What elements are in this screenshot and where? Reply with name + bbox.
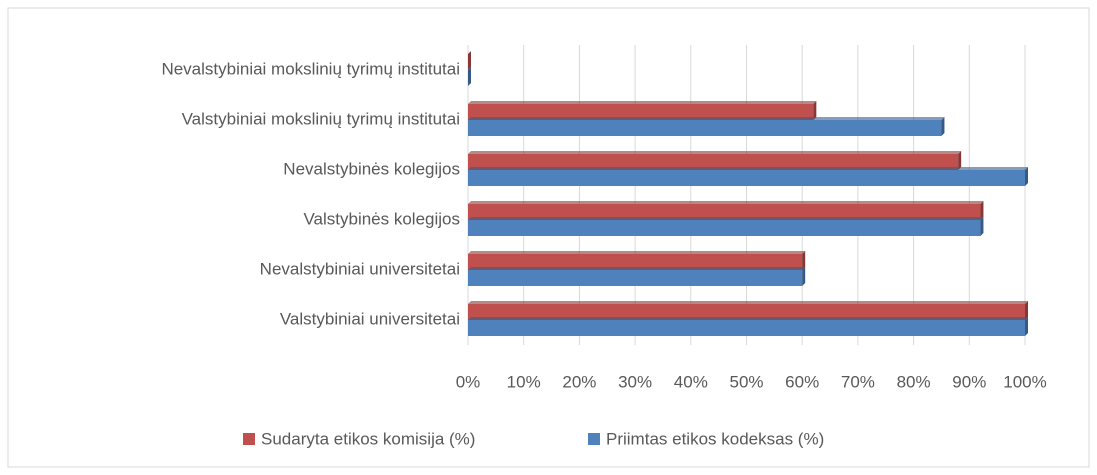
bar-side xyxy=(802,251,806,270)
bar xyxy=(468,204,981,220)
bar-side xyxy=(1025,301,1028,320)
y-tick-label: Valstybiniai universitetai xyxy=(280,309,460,328)
bar-side xyxy=(958,151,962,170)
bar-side xyxy=(468,51,471,70)
legend-swatch xyxy=(243,433,255,445)
bar-side xyxy=(802,267,806,286)
bar xyxy=(468,154,959,170)
bar-top xyxy=(468,101,817,104)
bar-side xyxy=(1025,317,1028,336)
bar xyxy=(468,170,1025,186)
bar-top xyxy=(468,151,962,154)
y-tick-label: Valstybinės kolegijos xyxy=(303,209,460,228)
chart-frame xyxy=(7,7,1090,468)
bar xyxy=(468,220,981,236)
x-tick-label: 0% xyxy=(456,372,481,391)
y-tick-label: Valstybiniai mokslinių tyrimų institutai xyxy=(182,109,460,128)
bar-top xyxy=(468,251,806,254)
bar xyxy=(468,270,803,286)
bar-top xyxy=(468,267,806,270)
bar-side xyxy=(980,217,984,236)
bar xyxy=(468,120,942,136)
bar-top xyxy=(468,317,1028,320)
y-tick-label: Nevalstybinės kolegijos xyxy=(283,159,460,178)
bar-side xyxy=(468,67,471,86)
bar-top xyxy=(468,301,1028,304)
x-tick-label: 30% xyxy=(618,372,652,391)
x-tick-label: 50% xyxy=(729,372,763,391)
bar xyxy=(468,320,1025,336)
y-tick-label: Nevalstybiniai universitetai xyxy=(260,259,460,278)
bar-top xyxy=(468,117,945,120)
bar xyxy=(468,304,1025,320)
bar-side xyxy=(980,201,984,220)
legend-label: Priimtas etikos kodeksas (%) xyxy=(606,429,824,448)
bar xyxy=(468,104,814,120)
y-tick-label: Nevalstybiniai mokslinių tyrimų institut… xyxy=(161,59,460,78)
x-tick-label: 70% xyxy=(841,372,875,391)
bar xyxy=(468,254,803,270)
x-tick-label: 10% xyxy=(507,372,541,391)
x-tick-label: 100% xyxy=(1003,372,1046,391)
x-tick-label: 60% xyxy=(785,372,819,391)
bar-side xyxy=(941,117,945,136)
x-tick-label: 80% xyxy=(897,372,931,391)
bar-side xyxy=(1025,167,1028,186)
bar-top xyxy=(468,201,984,204)
x-tick-label: 90% xyxy=(952,372,986,391)
x-tick-label: 40% xyxy=(674,372,708,391)
bar-side xyxy=(813,101,817,120)
legend-swatch xyxy=(588,433,600,445)
x-tick-label: 20% xyxy=(562,372,596,391)
legend-label: Sudaryta etikos komisija (%) xyxy=(261,429,475,448)
bar-top xyxy=(468,167,1028,170)
bar-top xyxy=(468,217,984,220)
